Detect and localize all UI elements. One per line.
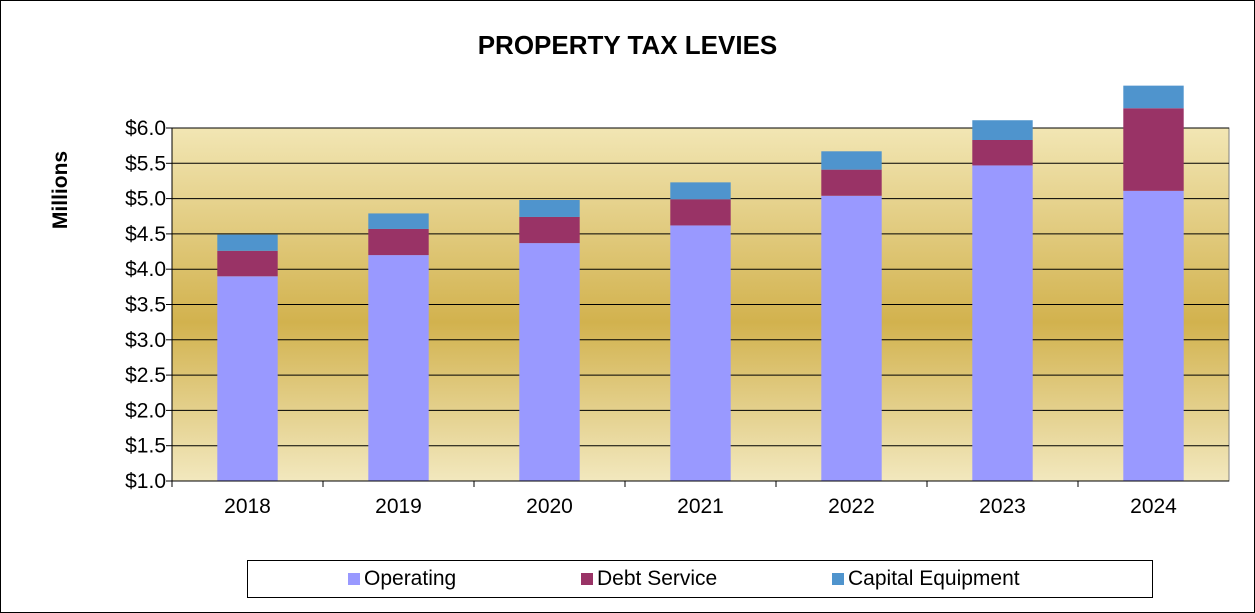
y-tick-label: $1.0 — [125, 470, 166, 493]
bar-debt-service-2022 — [821, 169, 882, 196]
bar-operating-2019 — [368, 255, 429, 481]
legend-swatch-operating — [348, 573, 360, 585]
x-tick-label: 2018 — [224, 495, 271, 518]
bar-operating-2020 — [519, 243, 580, 481]
bar-capital-equipment-2020 — [519, 200, 580, 217]
legend-swatch-capital-equipment — [832, 573, 844, 585]
x-tick-label: 2020 — [526, 495, 573, 518]
y-tick-label: $3.0 — [125, 329, 166, 352]
bar-debt-service-2019 — [368, 228, 429, 256]
x-tick-label: 2019 — [375, 495, 422, 518]
bar-capital-equipment-2019 — [368, 213, 429, 229]
legend-item-operating: Operating — [348, 561, 456, 597]
x-tick-label: 2022 — [828, 495, 875, 518]
y-tick-label: $1.5 — [125, 435, 166, 458]
y-tick-label: $3.5 — [125, 294, 166, 317]
bars — [217, 85, 1184, 482]
bar-operating-2024 — [1123, 190, 1184, 482]
bar-capital-equipment-2021 — [670, 182, 731, 200]
bar-capital-equipment-2022 — [821, 151, 882, 170]
bar-operating-2018 — [217, 276, 278, 481]
legend-label-debt-service: Debt Service — [597, 567, 718, 590]
bar-capital-equipment-2018 — [217, 234, 278, 251]
bar-operating-2021 — [670, 225, 731, 481]
axes: $1.0 $1.5 $2.0 $2.5 $3.0 $3.5 $4.0 $4.5 $5.0 $5.5… — [125, 117, 1229, 518]
y-tick-label: $4.0 — [125, 258, 166, 281]
bar-debt-service-2021 — [670, 199, 731, 226]
y-axis-label: Millions — [49, 151, 72, 229]
bar-debt-service-2018 — [217, 250, 278, 277]
y-tick-label: $6.0 — [125, 117, 166, 140]
legend-label-capital-equipment: Capital Equipment — [848, 567, 1020, 590]
y-tick-label: $5.5 — [125, 152, 166, 175]
bar-capital-equipment-2023 — [972, 120, 1033, 141]
bar-debt-service-2023 — [972, 140, 1033, 166]
legend-swatch-debt-service — [581, 573, 593, 585]
y-tick-label: $2.0 — [125, 399, 166, 422]
x-tick-label: 2024 — [1130, 495, 1177, 518]
x-tick-label: 2023 — [979, 495, 1026, 518]
legend: Operating Debt Service Capital Equipment — [247, 560, 1153, 598]
legend-item-debt-service: Debt Service — [581, 561, 717, 597]
legend-item-capital-equipment: Capital Equipment — [832, 561, 1020, 597]
bar-operating-2022 — [821, 195, 882, 481]
chart-title: PROPERTY TAX LEVIES — [477, 30, 778, 60]
bar-debt-service-2024 — [1123, 108, 1184, 191]
x-tick-label: 2021 — [677, 495, 724, 518]
bar-capital-equipment-2024 — [1123, 85, 1184, 109]
y-tick-label: $2.5 — [125, 364, 166, 387]
legend-label-operating: Operating — [364, 567, 457, 590]
y-tick-label: $4.5 — [125, 223, 166, 246]
bar-debt-service-2020 — [519, 216, 580, 244]
y-tick-label: $5.0 — [125, 188, 166, 211]
bar-operating-2023 — [972, 165, 1033, 481]
